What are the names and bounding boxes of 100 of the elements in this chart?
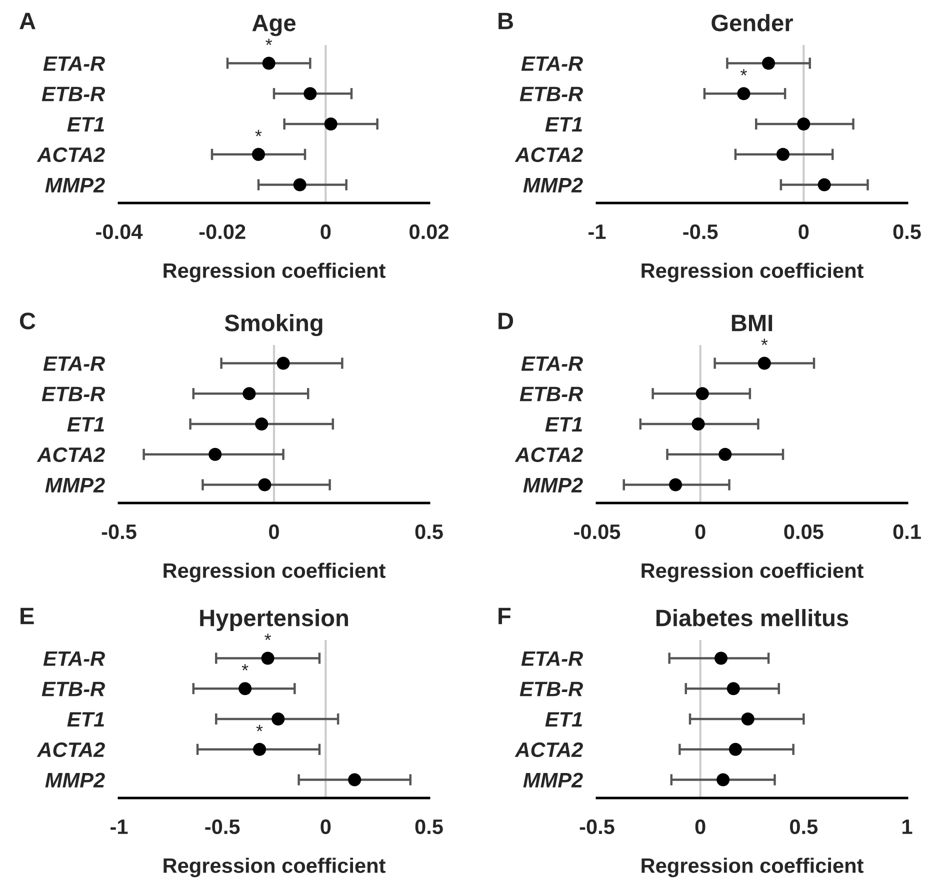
y-tick-label: ETB-R [42, 86, 105, 102]
x-tick-label: 0.5 [415, 819, 443, 834]
point [726, 682, 740, 696]
y-tick-label: MMP2 [45, 772, 105, 788]
x-tick-label: 0 [695, 819, 706, 834]
annotation: * [264, 634, 272, 640]
y-tick-label: ETB-R [520, 386, 583, 402]
x-tick-label: -0.5 [102, 524, 136, 540]
x-tick-label: 1 [902, 820, 912, 834]
x-axis-title: Regression coefficient [642, 562, 864, 582]
point [276, 356, 290, 370]
x-tick-label: 0.5 [415, 524, 443, 540]
point [696, 387, 709, 400]
y-tick-label: ET1 [67, 417, 104, 432]
y-tick-label: ACTA2 [36, 742, 105, 758]
point [293, 178, 306, 192]
y-tick-label: ETA-R [521, 56, 583, 71]
y-tick-label: ET1 [545, 712, 582, 727]
x-tick-label: 0 [269, 524, 279, 540]
y-tick-label: ETA-R [43, 651, 105, 666]
y-tick-label: MMP2 [523, 772, 583, 788]
y-tick-label: ACTA2 [514, 742, 583, 758]
y-tick-label: MMP2 [523, 178, 583, 192]
x-tick-label: -1 [110, 820, 128, 834]
x-axis-title: Regression coefficient [164, 562, 386, 582]
y-tick-label: ET1 [545, 417, 582, 432]
y-tick-label: ACTA2 [514, 147, 583, 162]
point [304, 87, 317, 100]
point [776, 148, 790, 161]
y-tick-label: ETA-R [521, 356, 583, 371]
point [797, 117, 810, 131]
chart-title: Gender [712, 14, 793, 32]
y-tick-label: ACTA2 [36, 147, 105, 162]
point [692, 417, 705, 431]
point [253, 742, 266, 756]
x-tick-label: 0 [320, 224, 331, 240]
point [258, 478, 272, 492]
x-axis-title: Regression coefficient [642, 858, 864, 878]
annotation: * [761, 338, 768, 346]
point [261, 652, 274, 665]
y-tick-label: ETA-R [43, 356, 105, 371]
point [262, 56, 276, 70]
point [252, 148, 266, 161]
point [348, 773, 362, 786]
point [324, 117, 338, 131]
y-tick-label: ETB-R [42, 386, 105, 402]
chart-title: Age [252, 14, 296, 36]
text: F [498, 608, 511, 624]
x-tick-label: 0 [695, 524, 706, 540]
y-tick-label: ET1 [545, 117, 582, 132]
point [242, 387, 256, 400]
x-tick-label: -0.05 [574, 524, 620, 540]
text: C [20, 312, 36, 330]
y-tick-label: ETA-R [521, 651, 583, 666]
x-tick-label: 0.05 [784, 524, 824, 540]
x-tick-label: -0.5 [205, 819, 240, 834]
y-tick-label: ETB-R [520, 682, 583, 696]
text: B [498, 12, 513, 30]
annotation: * [266, 38, 272, 46]
x-tick-label: -0.5 [580, 819, 614, 834]
x-tick-label: -0.5 [683, 224, 718, 240]
y-tick-label: ETA-R [43, 56, 105, 71]
text: E [20, 608, 34, 624]
x-axis-title: Regression coefficient [642, 262, 864, 282]
x-tick-label: 0 [320, 819, 331, 834]
y-tick-label: MMP2 [45, 178, 105, 192]
annotation: * [255, 130, 262, 136]
x-tick-label: 0.5 [893, 224, 921, 240]
annotation: * [740, 69, 747, 76]
x-tick-label: -0.02 [199, 224, 246, 240]
x-tick-label: 0 [798, 224, 809, 240]
chart-title: Smoking [224, 314, 322, 336]
chart-title: BMI [732, 314, 772, 332]
point [741, 712, 754, 726]
point [818, 178, 831, 192]
x-tick-label: 0.1 [893, 524, 921, 540]
point [737, 87, 750, 100]
text: A [20, 12, 36, 30]
point [728, 742, 742, 756]
point [255, 417, 268, 431]
point [238, 682, 252, 696]
x-tick-label: -0.04 [96, 224, 143, 240]
chart-title: Hypertension [200, 609, 348, 632]
y-tick-label: MMP2 [45, 478, 105, 492]
x-axis-title: Regression coefficient [164, 262, 386, 282]
y-tick-label: ETB-R [520, 86, 583, 102]
annotation: * [256, 724, 263, 732]
y-tick-label: ET1 [67, 712, 104, 727]
point [716, 773, 730, 786]
point [208, 448, 222, 461]
y-tick-label: MMP2 [523, 478, 583, 492]
annotation: * [242, 664, 248, 670]
y-tick-label: ETB-R [42, 682, 105, 696]
point [718, 448, 732, 461]
point [762, 56, 776, 70]
y-tick-label: ET1 [67, 117, 104, 132]
text: D [498, 312, 514, 330]
point [714, 652, 728, 665]
x-axis-title: Regression coefficient [164, 858, 386, 878]
y-tick-label: ACTA2 [514, 447, 583, 462]
